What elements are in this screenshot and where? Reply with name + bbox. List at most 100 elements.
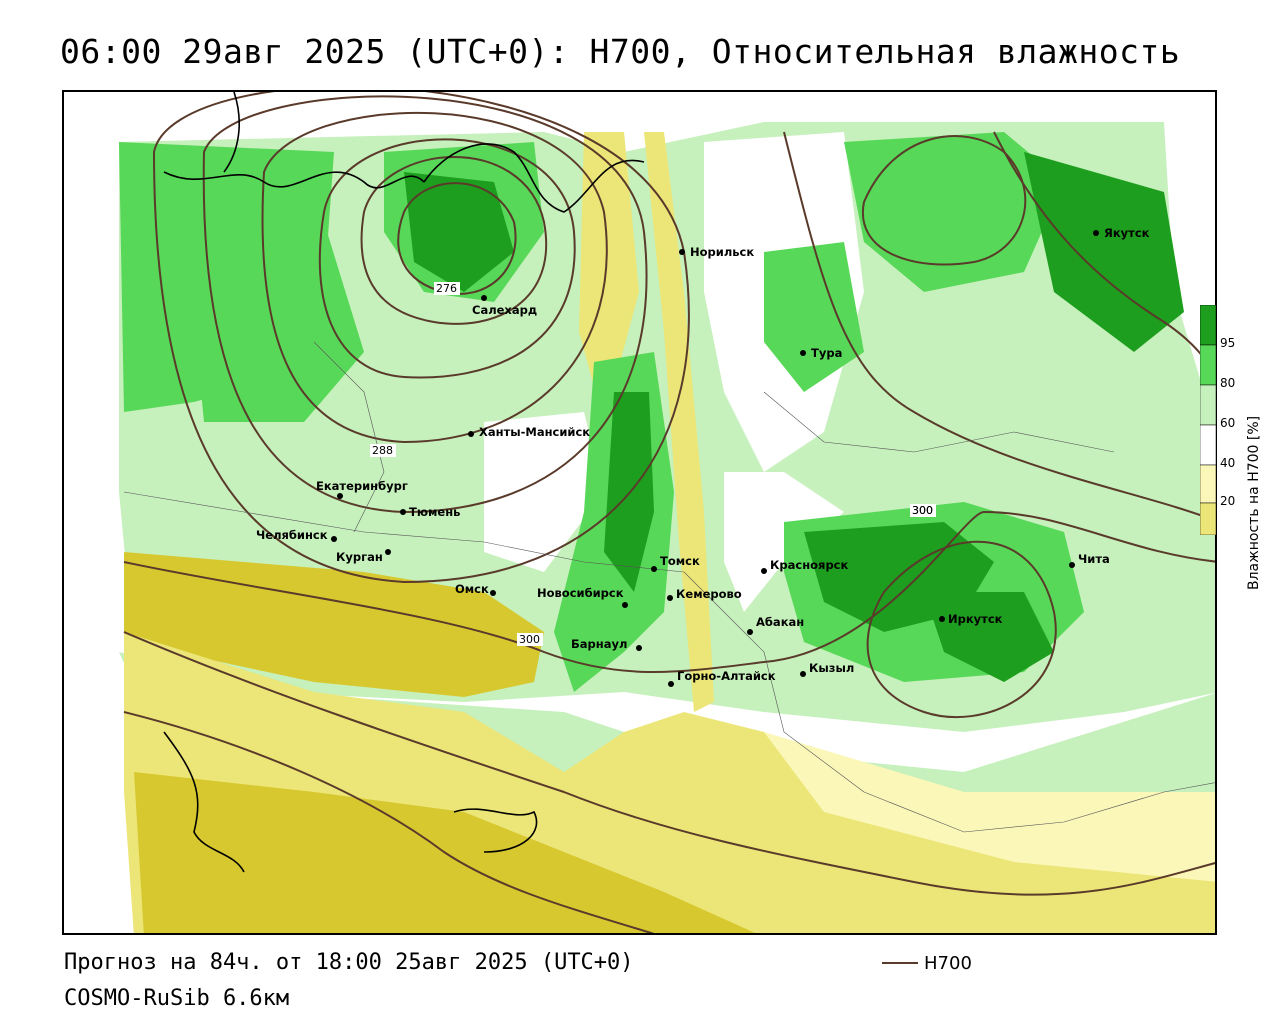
dry-zone-southwest (124, 552, 544, 697)
city-marker: Тюмень (400, 505, 460, 519)
city-markers: Норильск Якутск Салехард Тура Ханты-Мансийск… (256, 226, 1150, 687)
city-dot (400, 509, 406, 515)
city-label: Омск (455, 582, 489, 596)
city-dot (747, 629, 753, 635)
isoline-label: 300 (912, 504, 933, 517)
city-dot (800, 671, 806, 677)
very-wet-zone-yakutia (1024, 152, 1184, 352)
city-label: Якутск (1104, 226, 1150, 240)
city-marker: Омск (455, 582, 496, 596)
contour-legend-label: H700 (924, 953, 972, 974)
very-wet-zone-irkutsk (924, 592, 1054, 682)
coastline-caspian (453, 808, 538, 853)
coastline-novaya-zemlya (223, 92, 240, 173)
city-marker: Норильск (679, 245, 754, 259)
city-dot (490, 590, 496, 596)
city-marker: Барнаул (571, 637, 642, 651)
colorbar-tick-40: 40 (1220, 456, 1236, 470)
colorbar-tick-20: 20 (1220, 494, 1236, 508)
border-ural-regions (313, 341, 385, 533)
contour-low-irkutsk (866, 540, 1057, 719)
slightly-dry-zone-southeast (764, 732, 1215, 882)
city-dot (468, 431, 474, 437)
region-borders (123, 341, 1215, 833)
contour-high-northeast (861, 135, 1027, 266)
city-label: Иркутск (948, 612, 1003, 626)
wet-zone-northeast (844, 132, 1064, 292)
city-dot (636, 645, 642, 651)
city-dot (761, 568, 767, 574)
city-marker: Горно-Алтайск (668, 669, 776, 687)
city-dot (331, 536, 337, 542)
map-area[interactable]: 276 288 300 300 300 Норильск Якутск Салехард Ту… (62, 90, 1217, 935)
model-name: COSMO-RuSib 6.6км (64, 986, 290, 1011)
colorbar-band-95 (1200, 305, 1217, 346)
contour-low-center-3 (318, 138, 576, 379)
isoline-label-bg (517, 633, 543, 646)
contour-300-main (123, 510, 1215, 673)
colorbar-tick-80: 80 (1220, 376, 1236, 390)
colorbar-band-low (1200, 502, 1217, 535)
city-label: Челябинск (256, 528, 328, 542)
contour-low-center-6 (152, 92, 690, 584)
city-label: Норильск (690, 245, 754, 259)
city-marker: Ханты-Мансийск (468, 425, 590, 439)
very-wet-zone-yamal (404, 172, 514, 292)
city-label: Барнаул (571, 637, 627, 651)
colorbar-band-40 (1200, 424, 1217, 466)
city-label: Тюмень (409, 505, 460, 519)
city-marker: Якутск (1093, 226, 1150, 240)
dry-strip-east (644, 132, 714, 712)
coastline-kara (423, 143, 645, 213)
coastlines (163, 92, 645, 873)
coastline-barents (163, 171, 425, 189)
city-dot (1093, 230, 1099, 236)
contour-south-2 (123, 711, 655, 933)
coastline-black-sea (163, 731, 245, 873)
city-marker: Красноярск (761, 558, 848, 574)
contour-legend-line (882, 962, 918, 964)
city-label: Горно-Алтайск (677, 669, 776, 683)
city-dot (679, 249, 685, 255)
colorbar-band-80 (1200, 344, 1217, 386)
city-dot (1069, 562, 1075, 568)
colorbar (1200, 305, 1217, 535)
isoline-label: 300 (912, 504, 933, 517)
city-label: Салехард (472, 303, 537, 317)
border-altai (683, 571, 865, 793)
city-label: Тура (811, 346, 842, 360)
colorbar-tick-60: 60 (1220, 416, 1236, 430)
city-marker: Чита (1069, 552, 1110, 568)
city-dot (939, 616, 945, 622)
city-marker: Новосибирск (537, 586, 628, 608)
humidity-field (119, 122, 1215, 933)
contour-low-center-5 (202, 95, 648, 514)
contour-south-1 (123, 631, 1215, 896)
contour-low-center-4 (261, 111, 608, 444)
neutral-zone-west-siberia (484, 412, 604, 572)
colorbar-band-20 (1200, 464, 1217, 504)
isoline-label: 288 (372, 444, 393, 457)
city-label: Чита (1078, 552, 1110, 566)
h700-contours (123, 92, 1215, 933)
city-label: Новосибирск (537, 586, 624, 600)
city-marker: Кызыл (800, 661, 854, 677)
city-label: Ханты-Мансийск (479, 425, 590, 439)
city-marker: Екатеринбург (316, 479, 408, 499)
dry-strip-west (579, 132, 639, 422)
isoline-label: 300 (519, 633, 540, 646)
city-dot (622, 602, 628, 608)
city-marker: Курган (336, 549, 391, 564)
wet-zone-tura (764, 242, 864, 392)
border-south-ural (123, 491, 685, 573)
city-dot (337, 493, 343, 499)
city-label: Томск (660, 554, 700, 568)
city-marker: Кемерово (667, 587, 742, 601)
forecast-info: Прогноз на 84ч. от 18:00 25авг 2025 (UTC… (64, 950, 634, 975)
isoline-label-bg (370, 444, 396, 457)
city-dot (668, 681, 674, 687)
map-title: 06:00 29авг 2025 (UTC+0): H700, Относите… (60, 32, 1181, 71)
city-label: Курган (336, 550, 383, 564)
